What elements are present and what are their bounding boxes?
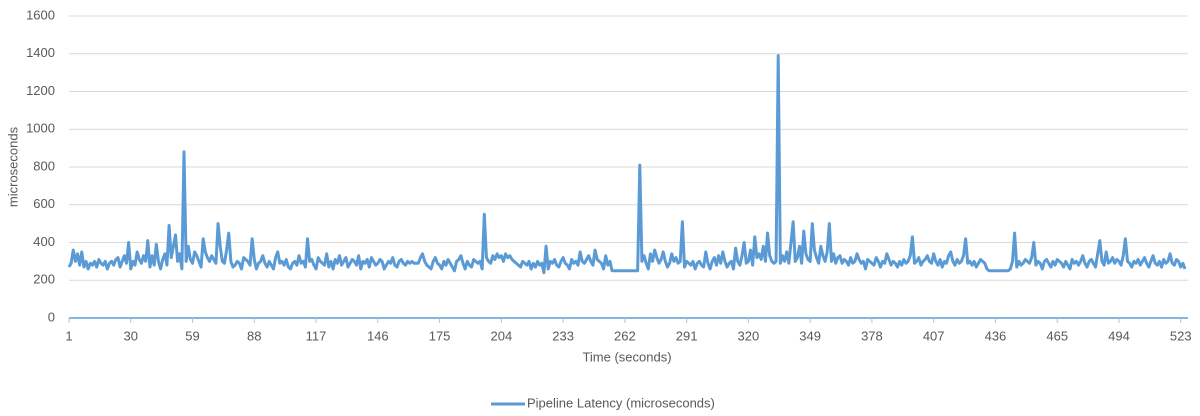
x-tick-label: 117 xyxy=(306,328,327,343)
x-tick-label: 262 xyxy=(614,328,636,343)
x-tick-label: 233 xyxy=(552,328,574,343)
x-tick-label: 59 xyxy=(185,328,199,343)
x-tick-label: 88 xyxy=(247,328,261,343)
x-tick-label: 436 xyxy=(985,328,1007,343)
x-tick-label: 523 xyxy=(1170,328,1192,343)
series-line xyxy=(67,54,1187,275)
y-tick-label: 1600 xyxy=(26,7,55,22)
y-tick-label: 800 xyxy=(33,158,55,173)
y-tick-label: 600 xyxy=(33,196,55,211)
legend-label: Pipeline Latency (microseconds) xyxy=(527,395,715,410)
x-tick-label: 291 xyxy=(676,328,698,343)
y-tick-label: 1400 xyxy=(26,45,55,60)
x-axis-title: Time (seconds) xyxy=(582,349,671,364)
y-tick-label: 400 xyxy=(33,234,55,249)
y-tick-label: 0 xyxy=(48,309,55,324)
x-tick-label: 349 xyxy=(799,328,821,343)
x-tick-label: 1 xyxy=(65,328,72,343)
x-tick-label: 378 xyxy=(861,328,883,343)
x-tick-label: 494 xyxy=(1108,328,1130,343)
x-tick-label: 30 xyxy=(124,328,138,343)
y-tick-label: 1200 xyxy=(26,83,55,98)
x-tick-label: 407 xyxy=(923,328,945,343)
x-tick-label: 175 xyxy=(429,328,451,343)
y-tick-label: 200 xyxy=(33,272,55,287)
x-tick-label: 146 xyxy=(367,328,389,343)
x-tick-label: 320 xyxy=(738,328,760,343)
y-axis-title: microseconds xyxy=(5,126,20,207)
x-tick-label: 465 xyxy=(1046,328,1068,343)
y-tick-label: 1000 xyxy=(26,121,55,136)
x-tick-label: 204 xyxy=(490,328,512,343)
